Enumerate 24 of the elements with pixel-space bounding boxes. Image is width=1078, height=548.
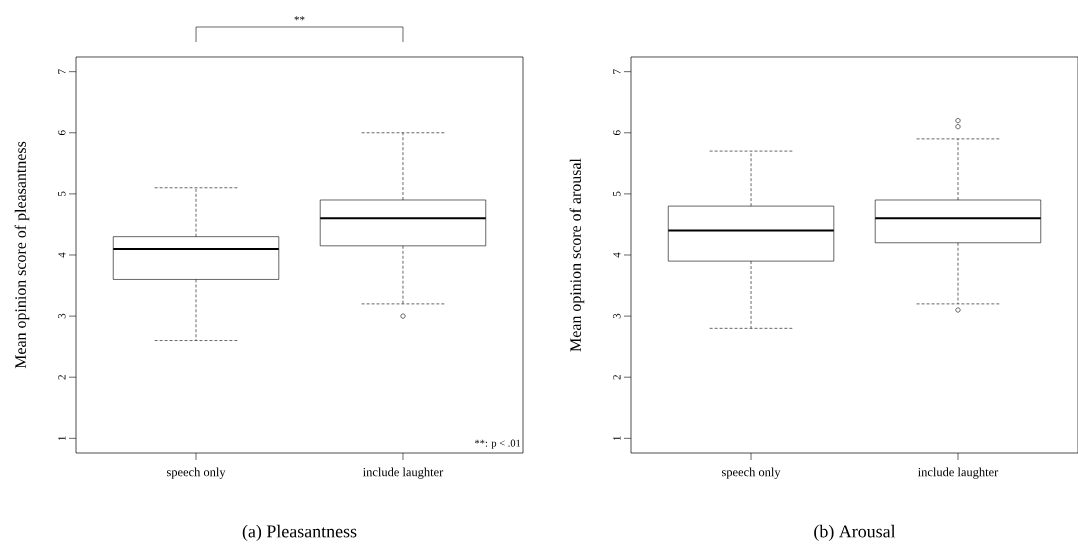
y-tick-label: 6 (613, 130, 621, 136)
y-tick-label: 3 (58, 313, 66, 319)
text: (a) Pleasantness (242, 524, 357, 542)
y-tick-label: 1 (613, 436, 621, 441)
text: (b) Arousal (814, 524, 896, 542)
y-tick-label: 2 (613, 375, 621, 380)
y-tick-label: 4 (58, 252, 66, 258)
y-tick-label: 7 (58, 69, 66, 74)
y-axis-title: Mean opinion score of arousal (569, 158, 585, 352)
x-tick-label: speech only (721, 467, 781, 479)
y-tick-label: 5 (613, 191, 621, 196)
y-tick-label: 3 (613, 313, 621, 319)
y-tick-label: 4 (613, 252, 621, 258)
annotation: **: p < .01 (475, 439, 521, 449)
x-tick-label: include laughter (362, 467, 444, 479)
y-tick-label: 5 (58, 191, 66, 196)
y-tick-label: 1 (58, 436, 66, 441)
x-tick-label: speech only (166, 467, 226, 479)
x-tick-label: include laughter (917, 467, 999, 479)
y-axis-title: Mean opinion score of pleasantness (14, 141, 30, 369)
y-tick-label: 7 (613, 69, 621, 74)
text: ** (294, 16, 305, 21)
y-tick-label: 2 (58, 375, 66, 380)
y-tick-label: 6 (58, 130, 66, 136)
